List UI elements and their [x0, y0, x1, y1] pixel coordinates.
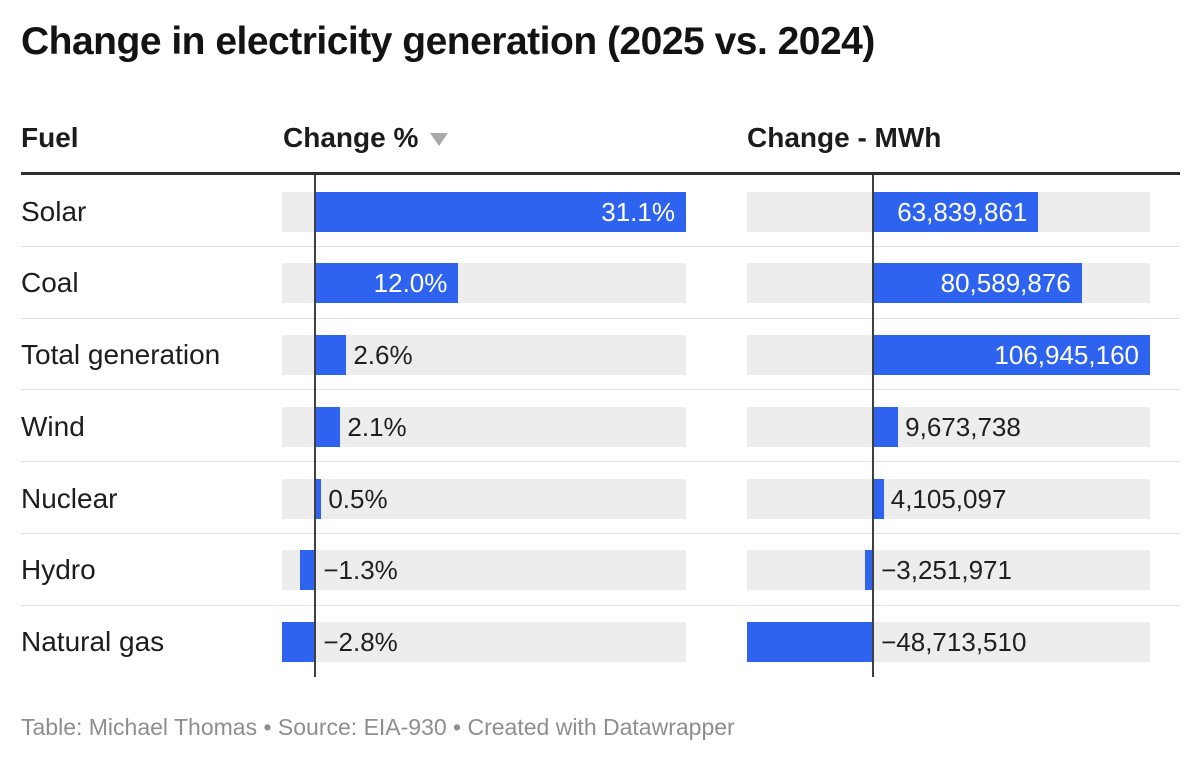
fuel-label: Hydro — [21, 554, 96, 586]
pct-bar-track: 12.0% — [282, 263, 686, 304]
table-body: Solar 31.1% 63,839,861 Coal 12.0% 80,589,876 T… — [0, 175, 1200, 678]
mwh-value-label: 4,105,097 — [890, 483, 1007, 514]
pct-bar-track: −2.8% — [282, 622, 686, 663]
column-header-change-mwh[interactable]: Change - MWh — [747, 122, 942, 153]
mwh-bar — [873, 191, 1039, 232]
mwh-value-label: −48,713,510 — [881, 627, 1027, 658]
mwh-value-label: 63,839,861 — [897, 196, 1028, 227]
column-header-change-pct[interactable]: Change % — [283, 122, 449, 154]
page-title: Change in electricity generation (2025 v… — [21, 20, 875, 63]
pct-bar — [315, 335, 347, 376]
mwh-bar — [873, 406, 899, 447]
table-row: Hydro −1.3% −3,251,971 — [21, 534, 1180, 606]
footer-credit: Table: Michael Thomas • Source: EIA-930 … — [21, 714, 735, 740]
mwh-bar — [873, 263, 1082, 304]
table-row: Wind 2.1% 9,673,738 — [21, 390, 1180, 463]
mwh-bar-track: −48,713,510 — [747, 622, 1150, 663]
pct-value-label: 0.5% — [328, 483, 388, 514]
mwh-bar-track: 9,673,738 — [747, 406, 1150, 447]
pct-value-label: 2.6% — [353, 340, 413, 371]
column-header-change-pct-label: Change % — [283, 122, 419, 153]
fuel-label: Natural gas — [21, 626, 165, 658]
table-row: Solar 31.1% 63,839,861 — [21, 175, 1180, 247]
fuel-label: Solar — [21, 195, 87, 227]
sort-descending-icon — [430, 122, 449, 154]
pct-bar-track: 2.6% — [282, 335, 686, 376]
pct-bar — [315, 478, 322, 519]
mwh-bar — [864, 550, 874, 591]
pct-bar — [315, 191, 686, 232]
fuel-label: Wind — [21, 410, 85, 442]
pct-value-label: 31.1% — [601, 196, 675, 227]
fuel-label: Nuclear — [21, 482, 118, 514]
mwh-value-label: 80,589,876 — [940, 268, 1071, 299]
pct-value-label: −1.3% — [323, 555, 398, 586]
mwh-bar-track: 80,589,876 — [747, 263, 1150, 304]
table-row: Total generation 2.6% 106,945,160 — [21, 319, 1180, 391]
pct-value-label: 12.0% — [373, 268, 448, 299]
table-row: Natural gas −2.8% −48,713,510 — [21, 606, 1180, 678]
pct-value-label: −2.8% — [323, 627, 398, 658]
pct-bar — [315, 263, 459, 304]
mwh-value-label: −3,251,971 — [881, 555, 1012, 586]
mwh-value-label: 9,673,738 — [905, 411, 1021, 442]
pct-bar — [282, 622, 316, 663]
mwh-bar-track: 63,839,861 — [747, 191, 1150, 232]
mwh-bar — [873, 335, 1150, 376]
fuel-label: Total generation — [21, 339, 221, 371]
mwh-value-label: 106,945,160 — [994, 340, 1139, 371]
pct-bar-track: 2.1% — [282, 406, 686, 447]
mwh-bar — [747, 622, 874, 663]
zero-baseline-mwh-column — [872, 175, 875, 677]
table-row: Coal 12.0% 80,589,876 — [21, 247, 1180, 319]
mwh-bar — [873, 478, 884, 519]
pct-bar — [315, 406, 341, 447]
column-header-fuel[interactable]: Fuel — [21, 122, 79, 153]
pct-bar-track: 31.1% — [282, 191, 686, 232]
mwh-bar-track: 106,945,160 — [747, 335, 1150, 376]
mwh-bar-track: −3,251,971 — [747, 550, 1150, 591]
pct-value-label: 2.1% — [347, 411, 407, 442]
zero-baseline-pct-column — [314, 175, 317, 677]
table-row: Nuclear 0.5% 4,105,097 — [21, 462, 1180, 534]
header-divider — [21, 172, 1180, 175]
pct-bar-track: 0.5% — [282, 478, 686, 519]
pct-bar — [299, 550, 316, 591]
fuel-label: Coal — [21, 267, 79, 299]
mwh-bar-track: 4,105,097 — [747, 478, 1150, 519]
pct-bar-track: −1.3% — [282, 550, 686, 591]
